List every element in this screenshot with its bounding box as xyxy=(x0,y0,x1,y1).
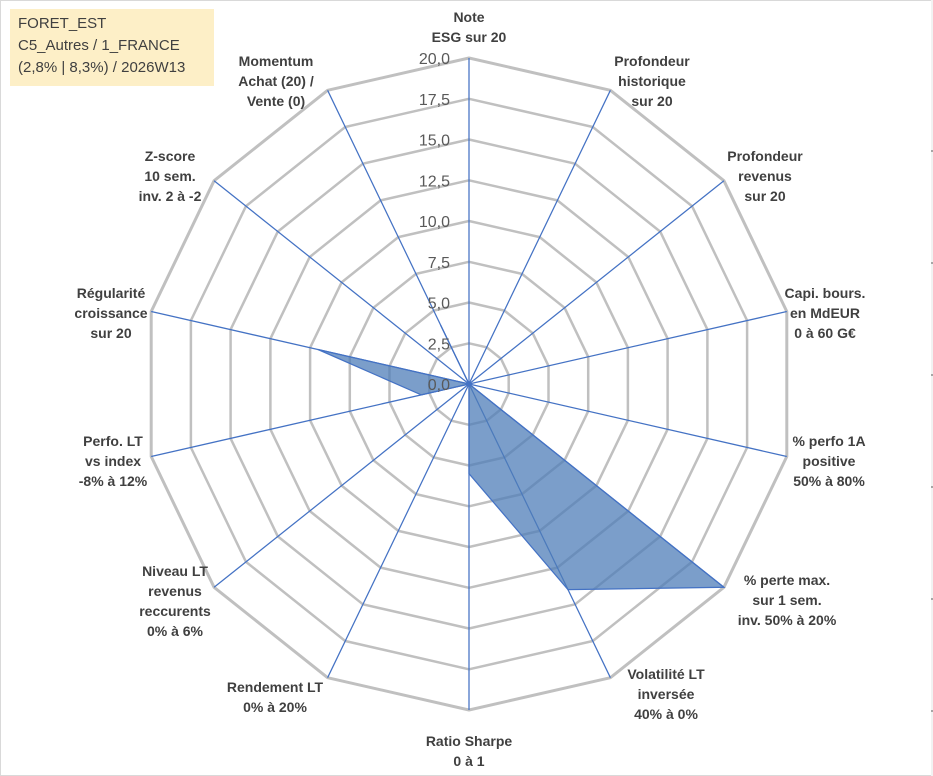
tick-label: 12,5 xyxy=(419,173,450,190)
category-label: Note ESG sur 20 xyxy=(432,9,507,45)
scrollbar-edge xyxy=(931,0,933,776)
info-fund-name: FORET_EST xyxy=(18,15,107,32)
category-labels: Note ESG sur 20 Profondeur historique sur 20… xyxy=(74,9,865,769)
category-label: Niveau LT revenus reccurents 0% à 6% xyxy=(139,563,211,639)
tick-label: 20,0 xyxy=(419,51,450,68)
tick-label: 7,5 xyxy=(428,255,450,272)
category-label: % perte max. sur 1 sem. inv. 50% à 20% xyxy=(738,572,837,628)
axis-spoke xyxy=(468,180,725,385)
category-label: Ratio Sharpe 0 à 1 xyxy=(426,733,513,769)
axis-spoke xyxy=(213,383,470,588)
tick-label: 15,0 xyxy=(419,133,450,150)
category-label: Capi. bours. en MdEUR 0 à 60 G€ xyxy=(785,285,866,341)
radial-tick-labels: 0,0 2,5 5,0 7,5 10,0 12,5 15,0 17,5 20,0 xyxy=(419,51,450,394)
tick-label: 5,0 xyxy=(428,296,450,313)
category-label: % perfo 1A positive 50% à 80% xyxy=(792,433,865,489)
tick-label: 0,0 xyxy=(428,377,450,394)
category-label: Régularité croissance sur 20 xyxy=(74,285,147,341)
category-label: Rendement LT 0% à 20% xyxy=(227,679,324,715)
info-stats-week: (2,8% | 8,3%) / 2026W13 xyxy=(18,59,186,76)
info-box: FORET_EST C5_Autres / 1_FRANCE (2,8% | 8… xyxy=(10,9,214,86)
category-label: Perfo. LT vs index -8% à 12% xyxy=(79,433,148,489)
axis-spoke xyxy=(213,180,470,385)
tick-label: 10,0 xyxy=(419,214,450,231)
axis-spoke xyxy=(468,90,611,385)
category-label: Profondeur revenus sur 20 xyxy=(727,148,803,204)
info-category: C5_Autres / 1_FRANCE xyxy=(18,37,180,54)
axis-spoke xyxy=(468,310,787,385)
axis-spoke xyxy=(468,383,787,458)
category-label: Z-score 10 sem. inv. 2 à -2 xyxy=(139,148,202,204)
axis-spoke xyxy=(327,383,470,678)
category-label: Profondeur historique sur 20 xyxy=(614,53,690,109)
series-area xyxy=(317,325,726,591)
tick-label: 17,5 xyxy=(419,92,450,109)
category-label: Momentum Achat (20) / Vente (0) xyxy=(238,53,314,109)
axis-spoke xyxy=(151,383,470,458)
category-label: Volatilité LT inversée 40% à 0% xyxy=(627,666,705,722)
radar-series xyxy=(317,325,726,591)
tick-label: 2,5 xyxy=(428,336,450,353)
